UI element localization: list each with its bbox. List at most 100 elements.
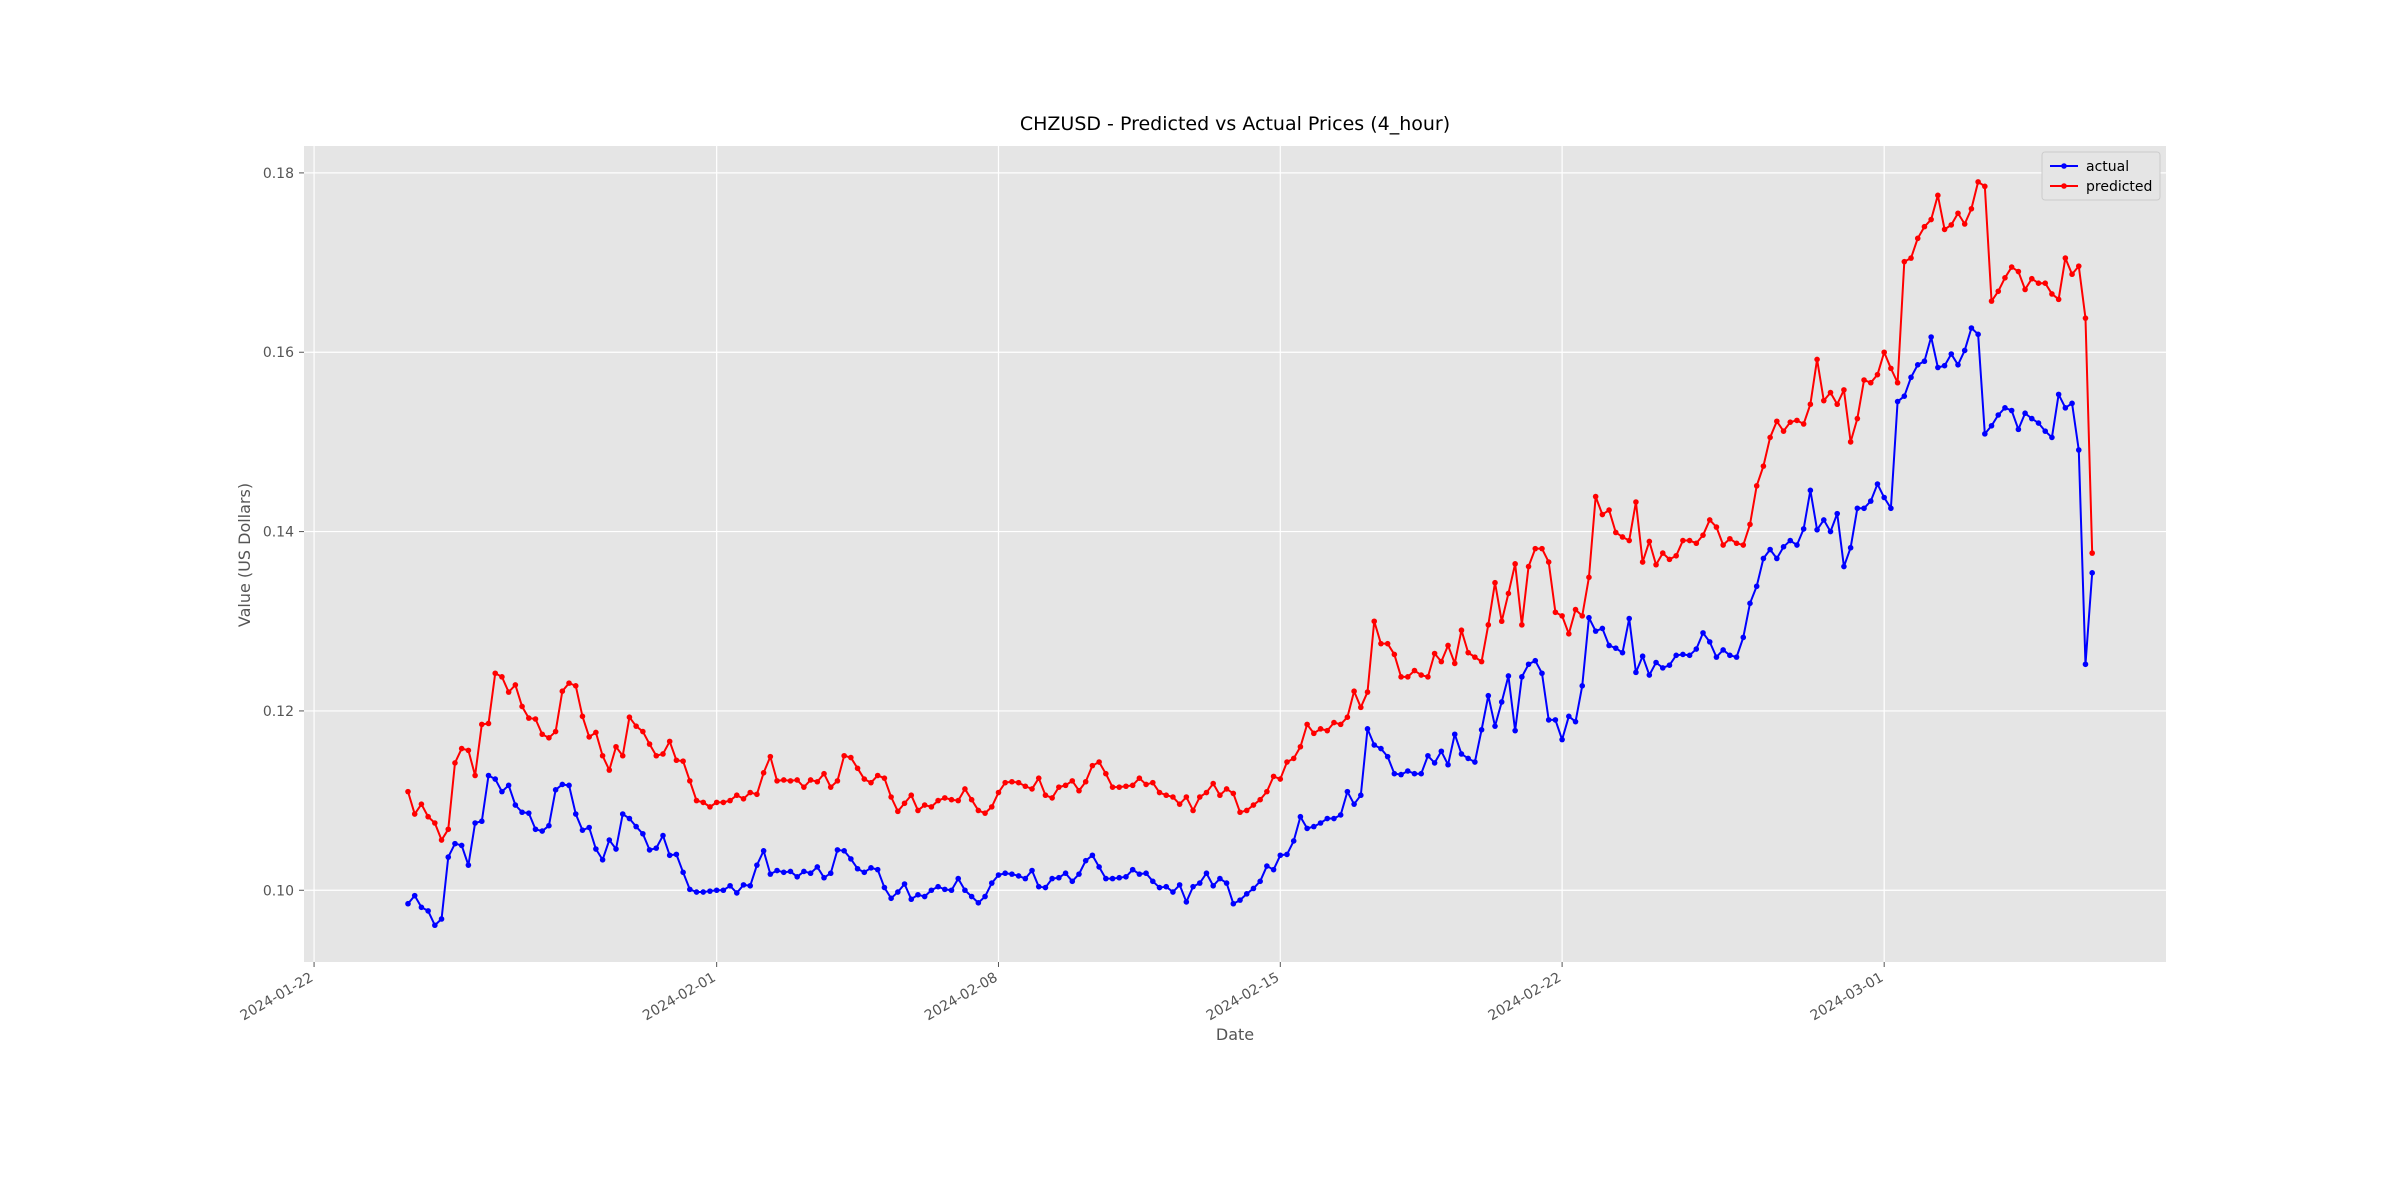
data-point-predicted bbox=[1384, 640, 1391, 647]
data-point-actual bbox=[1042, 884, 1049, 891]
data-point-actual bbox=[1290, 838, 1297, 844]
data-point-predicted bbox=[1827, 389, 1834, 396]
data-point-actual bbox=[1686, 652, 1693, 659]
data-point-predicted bbox=[2089, 550, 2095, 556]
data-point-actual bbox=[1431, 760, 1438, 766]
data-point-predicted bbox=[438, 837, 445, 843]
data-point-actual bbox=[626, 815, 633, 822]
data-point-predicted bbox=[1035, 775, 1042, 781]
data-point-actual bbox=[458, 842, 465, 849]
data-point-actual bbox=[1653, 659, 1659, 666]
data-point-actual bbox=[1854, 505, 1861, 512]
data-point-predicted bbox=[1686, 537, 1693, 544]
data-point-actual bbox=[1914, 362, 1921, 368]
data-point-predicted bbox=[1807, 401, 1814, 408]
data-point-predicted bbox=[962, 786, 968, 792]
data-point-actual bbox=[1257, 878, 1263, 885]
data-point-actual bbox=[465, 862, 472, 868]
data-point-predicted bbox=[1331, 719, 1337, 726]
data-point-predicted bbox=[479, 721, 485, 728]
data-point-actual bbox=[1163, 883, 1170, 890]
data-point-predicted bbox=[1284, 759, 1290, 765]
data-point-predicted bbox=[1062, 782, 1069, 789]
data-point-predicted bbox=[1364, 689, 1371, 695]
data-point-predicted bbox=[2069, 271, 2075, 278]
data-point-actual bbox=[1975, 331, 1981, 338]
data-point-predicted bbox=[1311, 730, 1317, 737]
data-point-actual bbox=[1478, 726, 1485, 733]
data-point-actual bbox=[975, 900, 982, 906]
data-point-actual bbox=[1183, 899, 1190, 905]
data-point-predicted bbox=[1116, 784, 1123, 790]
data-point-predicted bbox=[1472, 654, 1478, 660]
data-point-predicted bbox=[1760, 463, 1767, 469]
data-point-predicted bbox=[1888, 365, 1894, 372]
data-point-predicted bbox=[1653, 561, 1659, 568]
data-point-predicted bbox=[1532, 545, 1539, 552]
data-point-predicted bbox=[572, 683, 579, 689]
data-point-predicted bbox=[1720, 542, 1726, 548]
data-point-actual bbox=[606, 837, 613, 843]
data-point-actual bbox=[438, 916, 445, 922]
y-tick-label: 0.10 bbox=[263, 883, 294, 899]
data-point-predicted bbox=[1230, 790, 1237, 797]
data-point-predicted bbox=[1586, 574, 1592, 581]
data-point-predicted bbox=[1955, 210, 1961, 217]
data-point-actual bbox=[1894, 398, 1901, 405]
data-point-predicted bbox=[1874, 371, 1881, 378]
data-point-predicted bbox=[1928, 216, 1934, 223]
data-point-predicted bbox=[1317, 726, 1324, 732]
data-point-actual bbox=[774, 867, 780, 874]
data-point-predicted bbox=[492, 670, 499, 677]
data-point-predicted bbox=[2015, 268, 2022, 275]
data-point-predicted bbox=[1009, 778, 1015, 785]
series-line-predicted bbox=[407, 180, 2094, 842]
data-point-predicted bbox=[1210, 780, 1216, 787]
data-point-actual bbox=[1364, 726, 1371, 732]
data-point-actual bbox=[747, 882, 754, 889]
data-point-predicted bbox=[720, 799, 727, 806]
data-point-actual bbox=[901, 881, 908, 887]
data-point-actual bbox=[874, 866, 881, 873]
data-point-actual bbox=[821, 874, 827, 881]
data-point-predicted bbox=[740, 796, 747, 802]
data-point-predicted bbox=[693, 797, 700, 804]
data-point-predicted bbox=[1445, 642, 1451, 649]
data-point-actual bbox=[2069, 400, 2075, 407]
data-point-actual bbox=[1646, 672, 1653, 678]
data-point-actual bbox=[1472, 759, 1478, 765]
data-point-predicted bbox=[774, 778, 780, 784]
data-point-actual bbox=[827, 870, 834, 877]
data-point-actual bbox=[955, 875, 962, 882]
data-point-actual bbox=[834, 847, 841, 853]
data-point-actual bbox=[646, 847, 653, 853]
data-point-predicted bbox=[1418, 672, 1424, 678]
data-point-actual bbox=[1116, 874, 1123, 881]
data-point-actual bbox=[666, 852, 673, 859]
data-point-actual bbox=[519, 809, 525, 816]
data-point-actual bbox=[1062, 870, 1069, 877]
data-point-actual bbox=[754, 862, 760, 868]
data-point-predicted bbox=[1908, 255, 1914, 261]
data-point-predicted bbox=[1606, 507, 1612, 513]
data-point-actual bbox=[1512, 727, 1518, 734]
data-point-actual bbox=[2082, 661, 2089, 668]
data-point-actual bbox=[1210, 882, 1216, 889]
data-point-actual bbox=[1297, 813, 1304, 820]
data-point-actual bbox=[1525, 661, 1532, 668]
data-point-predicted bbox=[1425, 674, 1431, 680]
data-point-predicted bbox=[1539, 545, 1545, 552]
data-point-actual bbox=[814, 864, 821, 870]
data-point-predicted bbox=[452, 760, 458, 766]
data-point-predicted bbox=[1612, 529, 1619, 536]
data-point-predicted bbox=[660, 751, 666, 757]
data-point-actual bbox=[948, 887, 955, 894]
data-point-predicted bbox=[1814, 356, 1820, 363]
data-point-actual bbox=[1176, 882, 1183, 888]
data-point-actual bbox=[1150, 878, 1156, 885]
data-point-predicted bbox=[1398, 674, 1404, 680]
data-point-actual bbox=[727, 882, 733, 889]
data-point-actual bbox=[982, 893, 988, 900]
data-point-predicted bbox=[606, 767, 613, 773]
data-point-predicted bbox=[2042, 280, 2049, 287]
